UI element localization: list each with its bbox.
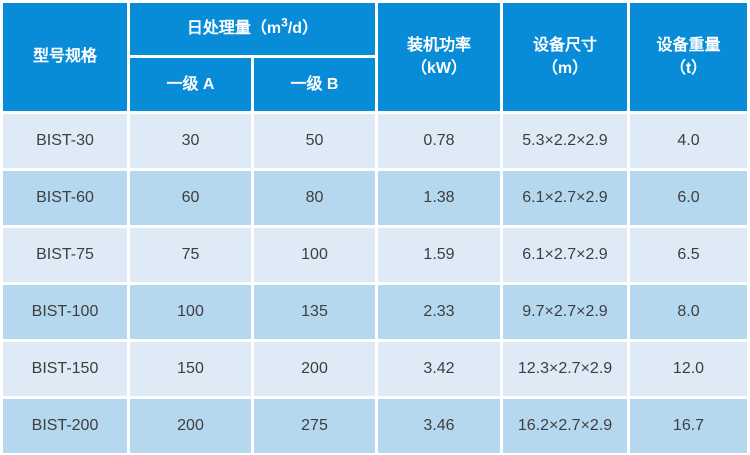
cell-weight: 16.7 [630, 399, 747, 453]
header-capacity-superscript: 3 [281, 16, 288, 31]
cell-model: BIST-100 [3, 285, 127, 339]
header-cell-level-b: 一级 B [254, 58, 375, 111]
cell-weight: 8.0 [630, 285, 747, 339]
cell-weight: 6.0 [630, 171, 747, 225]
cell-size: 12.3×2.7×2.9 [503, 342, 627, 396]
cell-level-b: 50 [254, 114, 375, 168]
cell-level-b: 100 [254, 228, 375, 282]
cell-size: 16.2×2.7×2.9 [503, 399, 627, 453]
header-cell-equipment-size: 设备尺寸 （m） [503, 3, 627, 111]
table-row: BIST-30 30 50 0.78 5.3×2.2×2.9 4.0 [3, 114, 747, 168]
cell-weight: 6.5 [630, 228, 747, 282]
cell-level-a: 30 [130, 114, 251, 168]
table-row: BIST-100 100 135 2.33 9.7×2.7×2.9 8.0 [3, 285, 747, 339]
cell-level-b: 135 [254, 285, 375, 339]
header-size-unit: （m） [541, 60, 589, 77]
cell-level-b: 200 [254, 342, 375, 396]
header-model-label: 型号规格 [32, 48, 97, 66]
table-row: BIST-150 150 200 3.42 12.3×2.7×2.9 12.0 [3, 342, 747, 396]
header-weight-label: 设备重量 [656, 36, 721, 54]
header-level-b-label: 一级 B [290, 75, 339, 93]
cell-model: BIST-30 [3, 114, 127, 168]
cell-size: 6.1×2.7×2.9 [503, 171, 627, 225]
header-cell-daily-capacity: 日处理量（m3/d） [130, 3, 375, 55]
cell-level-a: 100 [130, 285, 251, 339]
header-cell-model: 型号规格 [3, 3, 127, 111]
table-row: BIST-200 200 275 3.46 16.2×2.7×2.9 16.7 [3, 399, 747, 453]
cell-level-a: 200 [130, 399, 251, 453]
cell-power: 3.46 [378, 399, 500, 453]
cell-model: BIST-150 [3, 342, 127, 396]
cell-level-a: 60 [130, 171, 251, 225]
cell-power: 1.38 [378, 171, 500, 225]
header-cell-level-a: 一级 A [130, 58, 251, 111]
cell-weight: 4.0 [630, 114, 747, 168]
header-power-label: 装机功率 [406, 36, 471, 54]
cell-size: 5.3×2.2×2.9 [503, 114, 627, 168]
cell-weight: 12.0 [630, 342, 747, 396]
table-row: BIST-75 75 100 1.59 6.1×2.7×2.9 6.5 [3, 228, 747, 282]
header-cell-installed-power: 装机功率 （kW） [378, 3, 500, 111]
header-level-a-label: 一级 A [166, 75, 215, 93]
header-weight-unit: （t） [669, 60, 708, 77]
cell-model: BIST-60 [3, 171, 127, 225]
cell-level-b: 80 [254, 171, 375, 225]
cell-level-a: 75 [130, 228, 251, 282]
cell-level-a: 150 [130, 342, 251, 396]
cell-size: 9.7×2.7×2.9 [503, 285, 627, 339]
cell-level-b: 275 [254, 399, 375, 453]
cell-power: 3.42 [378, 342, 500, 396]
cell-model: BIST-75 [3, 228, 127, 282]
header-capacity-prefix: 日处理量（m [186, 20, 282, 38]
header-cell-equipment-weight: 设备重量 （t） [630, 3, 747, 111]
header-capacity-suffix: /d） [287, 20, 319, 38]
header-power-unit: （kW） [410, 60, 467, 77]
cell-model: BIST-200 [3, 399, 127, 453]
header-size-label: 设备尺寸 [532, 36, 597, 54]
cell-size: 6.1×2.7×2.9 [503, 228, 627, 282]
cell-power: 1.59 [378, 228, 500, 282]
table-row: BIST-60 60 80 1.38 6.1×2.7×2.9 6.0 [3, 171, 747, 225]
cell-power: 2.33 [378, 285, 500, 339]
cell-power: 0.78 [378, 114, 500, 168]
